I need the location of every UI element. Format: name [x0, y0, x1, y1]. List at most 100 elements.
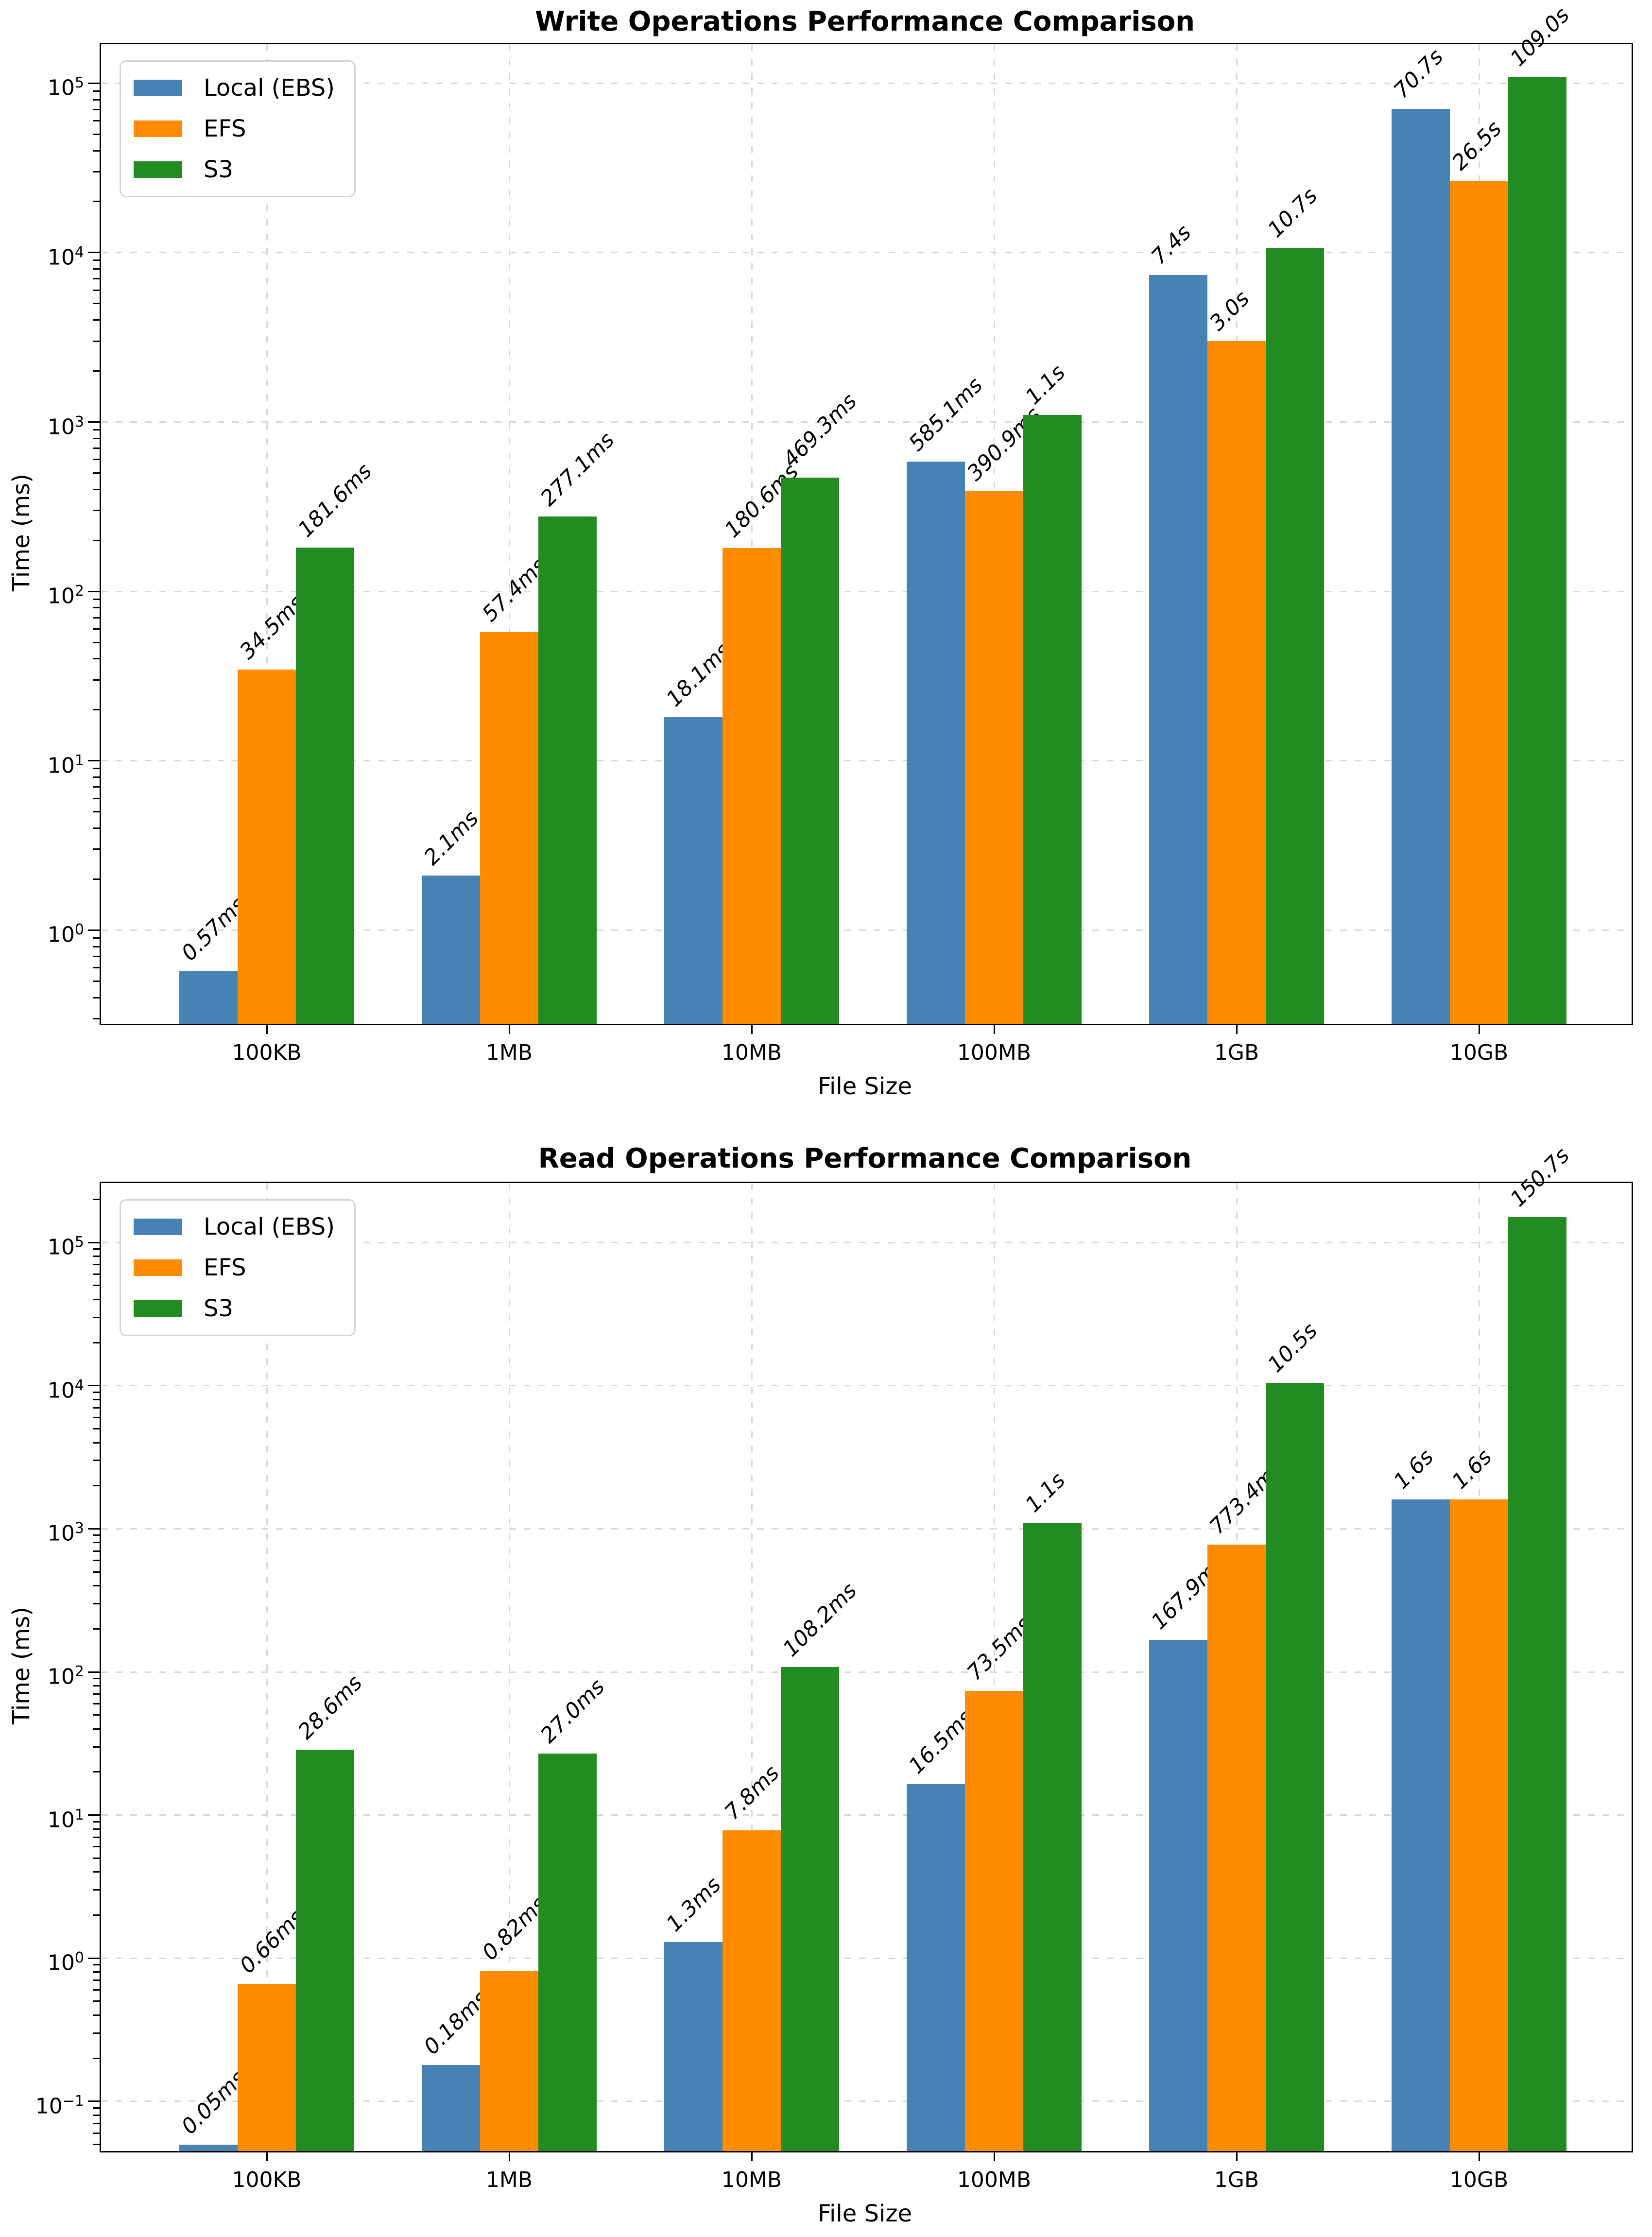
bar-value-label: 181.6ms [293, 458, 377, 542]
y-major-tick [88, 760, 100, 762]
bar-value-label: 1.1s [1020, 1468, 1070, 1517]
legend-swatch-local-ebs [134, 1219, 182, 1235]
y-minor-tick [93, 955, 100, 957]
x-tick [1236, 2152, 1238, 2161]
y-minor-tick [93, 1534, 100, 1536]
bar-efs-10gb [1450, 181, 1508, 1024]
x-tick-label-100mb: 100MB [957, 2168, 1032, 2192]
y-minor-tick [93, 628, 100, 630]
x-grid-line [508, 44, 510, 1024]
y-minor-tick [93, 1391, 100, 1393]
y-minor-tick [93, 937, 100, 939]
y-minor-tick [93, 1979, 100, 1981]
y-major-tick [88, 1385, 100, 1387]
write-chart-plot-area: 100 101 102 103 104 105 100KB 1MB 10MB 100MB 1GB 10… [48, 3, 1633, 1065]
y-minor-tick [93, 437, 100, 439]
y-minor-tick [93, 447, 100, 449]
y-minor-tick [93, 319, 100, 321]
y-minor-tick [93, 472, 100, 474]
bar-value-label: 1.3ms [661, 1872, 726, 1937]
y-minor-tick [93, 1871, 100, 1873]
x-grid-line [266, 44, 268, 1024]
x-tick [1478, 2152, 1480, 2161]
legend-item-s3: S3 [134, 1295, 335, 1322]
y-minor-tick [93, 201, 100, 203]
y-minor-tick [93, 510, 100, 512]
y-tick-label: 102 [47, 1663, 84, 1689]
bar-s3-1mb [538, 516, 597, 1024]
bar-efs-10gb [1450, 1499, 1508, 2151]
y-minor-tick [93, 1602, 100, 1604]
bar-value-label: 1.6s [1389, 1445, 1439, 1495]
y-minor-tick [93, 598, 100, 600]
y-minor-tick [93, 1914, 100, 1916]
y-minor-tick [93, 2107, 100, 2109]
y-minor-tick [93, 848, 100, 850]
y-grid-line [101, 1241, 1632, 1243]
bar-local-ebs-10mb [664, 1942, 723, 2151]
y-minor-tick [93, 768, 100, 770]
y-minor-tick [93, 1836, 100, 1838]
x-tick-label-1mb: 1MB [485, 1040, 533, 1065]
y-minor-tick [93, 1342, 100, 1343]
write-chart-legend: Local (EBS) EFS S3 [120, 60, 356, 197]
x-grid-line [266, 1183, 268, 2151]
y-minor-tick [93, 1256, 100, 1257]
y-grid-line [101, 421, 1632, 423]
legend-swatch-efs [134, 1259, 182, 1276]
write-chart-x-axis-label: File Size [817, 1073, 912, 1100]
y-tick-label: 103 [47, 413, 84, 440]
y-major-tick [88, 421, 100, 423]
bar-efs-10mb [723, 548, 781, 1024]
y-minor-tick [93, 679, 100, 681]
bar-s3-10gb [1508, 1217, 1566, 2151]
legend-item-local-ebs: Local (EBS) [134, 74, 335, 102]
y-minor-tick [93, 1460, 100, 1462]
bar-value-label: 1.1s [1020, 360, 1070, 410]
y-minor-tick [93, 1728, 100, 1730]
y-major-tick [88, 929, 100, 931]
y-minor-tick [93, 1889, 100, 1891]
y-minor-tick [93, 1542, 100, 1544]
y-minor-tick [93, 488, 100, 490]
y-minor-tick [93, 946, 100, 947]
legend-swatch-s3 [134, 161, 182, 178]
x-tick [508, 1025, 510, 1034]
legend-item-efs: EFS [134, 115, 335, 142]
y-major-tick [88, 1241, 100, 1243]
y-minor-tick [93, 997, 100, 998]
x-tick [751, 1025, 753, 1034]
bar-s3-100mb [1023, 1523, 1082, 2151]
bar-s3-1gb [1266, 1382, 1324, 2151]
y-tick-label: 101 [47, 752, 84, 778]
x-tick-label-10mb: 10MB [721, 2168, 782, 2192]
y-minor-tick [93, 1746, 100, 1748]
y-grid-line [101, 252, 1632, 254]
bar-value-label: 27.0ms [535, 1674, 610, 1748]
x-tick [508, 2152, 510, 2161]
bar-value-label: 1.6s [1447, 1445, 1497, 1495]
bar-value-label: 10.7s [1263, 183, 1323, 242]
y-minor-tick [93, 1857, 100, 1859]
y-minor-tick [93, 1693, 100, 1695]
y-minor-tick [93, 709, 100, 711]
y-tick-label: 101 [47, 1806, 84, 1833]
bar-value-label: 26.5s [1447, 116, 1507, 176]
y-minor-tick [93, 459, 100, 461]
y-major-tick [88, 1957, 100, 1959]
y-minor-tick [93, 2057, 100, 2059]
x-tick [1236, 1025, 1238, 1034]
y-minor-tick [93, 340, 100, 342]
y-grid-line [101, 1814, 1632, 1816]
bar-local-ebs-100kb [179, 2144, 238, 2151]
y-major-tick [88, 1528, 100, 1530]
read-chart-x-axis-label: File Size [817, 2200, 912, 2227]
y-minor-tick [93, 1971, 100, 1973]
read-chart-legend: Local (EBS) EFS S3 [120, 1199, 356, 1336]
bar-efs-10mb [723, 1830, 781, 2151]
y-minor-tick [93, 617, 100, 619]
bar-s3-1gb [1266, 247, 1324, 1024]
y-minor-tick [93, 1714, 100, 1716]
y-major-tick [88, 252, 100, 254]
y-minor-tick [93, 878, 100, 880]
